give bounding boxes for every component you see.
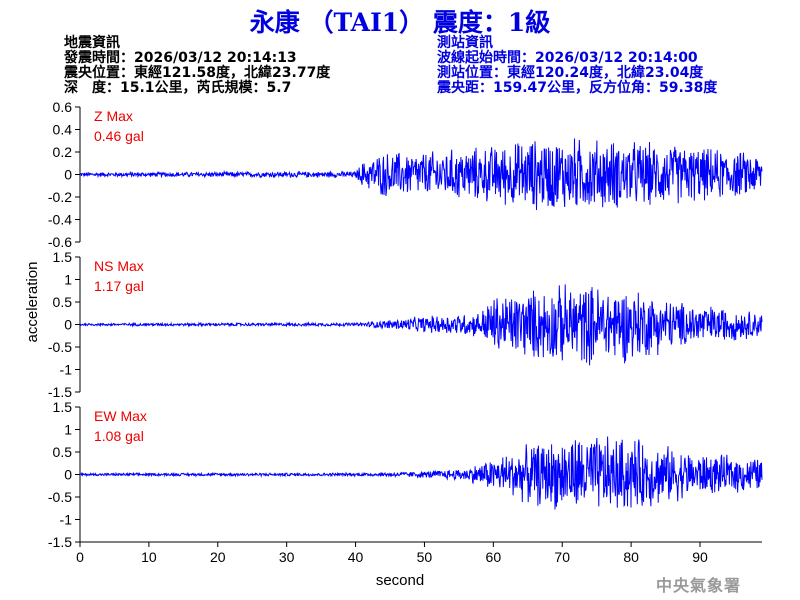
x-tick-label: 20	[210, 549, 226, 565]
y-tick-label-ns: -0.5	[48, 339, 72, 355]
y-tick-label-ns: 0.5	[53, 294, 73, 310]
y-tick-label-ew: -1.5	[48, 534, 72, 550]
x-axis-label: second	[376, 572, 424, 589]
station-location: 測站位置：東經120.24度，北緯23.04度	[437, 65, 704, 81]
y-tick-label-ns: 0	[64, 317, 72, 333]
y-tick-label-ns: -1	[60, 362, 73, 378]
station-info: 測站資訊 波線起始時間：2026/03/12 20:14:00 測站位置：東經1…	[437, 36, 717, 96]
y-tick-label-z: 0.6	[53, 99, 73, 115]
origin-time: 發震時間：2026/03/12 20:14:13	[64, 50, 297, 66]
y-tick-label-ew: 1.5	[53, 399, 73, 415]
x-tick-label: 40	[348, 549, 364, 565]
epicenter-location: 震央位置：東經121.58度，北緯23.77度	[64, 65, 331, 81]
y-tick-label-z: 0	[64, 167, 72, 183]
y-tick-label-ns: 1	[64, 272, 72, 288]
event-info: 地震資訊 發震時間：2026/03/12 20:14:13 震央位置：東經121…	[64, 36, 330, 96]
chart-title: 永康 （TAI1） 震度：1級	[249, 8, 551, 37]
max-value-ns: 1.17 gal	[94, 278, 144, 294]
waveform-ew	[79, 436, 763, 510]
x-tick-label: 90	[692, 549, 708, 565]
x-tick-label: 80	[623, 549, 639, 565]
station-info-heading: 測站資訊	[437, 35, 493, 51]
x-tick-label: 0	[76, 549, 84, 565]
y-tick-label-z: -0.4	[48, 212, 72, 228]
max-label-ns: NS Max	[94, 258, 144, 274]
y-tick-label-ew: 1	[64, 422, 72, 438]
depth-magnitude: 深 度：15.1公里，芮氏規模：5.7	[64, 80, 292, 96]
waveform-z	[79, 138, 763, 211]
max-value-z: 0.46 gal	[94, 128, 144, 144]
x-tick-label: 50	[417, 549, 433, 565]
x-tick-label: 30	[279, 549, 295, 565]
y-tick-label-ew: -1	[60, 512, 73, 528]
y-tick-label-ew: -0.5	[48, 489, 72, 505]
y-tick-label-z: 0.4	[53, 122, 73, 138]
y-tick-label-z: -0.2	[48, 189, 72, 205]
y-axis-label: acceleration	[24, 262, 41, 343]
y-tick-label-z: -0.6	[48, 234, 72, 250]
max-label-ew: EW Max	[94, 408, 147, 424]
waveform-ns	[79, 284, 763, 366]
epicentral-distance: 震央距：159.47公里，反方位角：59.38度	[437, 80, 718, 96]
y-tick-label-ew: 0	[64, 467, 72, 483]
y-tick-label-ns: 1.5	[53, 249, 73, 265]
agency-watermark: 中央氣象署	[656, 576, 742, 595]
y-tick-label-ns: -1.5	[48, 384, 72, 400]
max-label-z: Z Max	[94, 108, 133, 124]
event-info-heading: 地震資訊	[64, 35, 120, 51]
x-tick-label: 10	[141, 549, 157, 565]
max-value-ew: 1.08 gal	[94, 428, 144, 444]
x-tick-label: 60	[486, 549, 502, 565]
y-tick-label-z: 0.2	[53, 144, 73, 160]
wave-start-time: 波線起始時間：2026/03/12 20:14:00	[437, 50, 698, 66]
x-tick-label: 70	[554, 549, 570, 565]
y-tick-label-ew: 0.5	[53, 444, 73, 460]
